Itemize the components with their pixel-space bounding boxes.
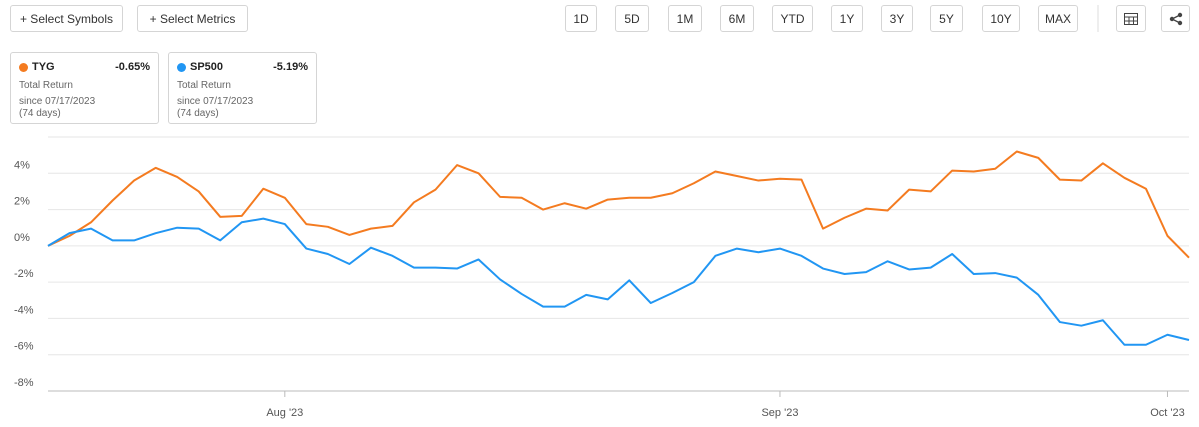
range-button[interactable]: 1Y	[831, 5, 863, 32]
range-button[interactable]: 3Y	[881, 5, 913, 32]
legend-swatch	[177, 63, 186, 72]
legend-name: TYG	[32, 61, 55, 73]
y-tick-label: -2%	[14, 268, 34, 280]
range-button[interactable]: 5Y	[930, 5, 963, 32]
range-button[interactable]: 1D	[565, 5, 597, 32]
range-button[interactable]: 10Y	[982, 5, 1020, 32]
legend-card[interactable]: SP500 -5.19% Total Return since 07/17/2023(…	[168, 52, 317, 124]
legend-metric: Total Return	[177, 80, 231, 91]
legend-metric: Total Return	[19, 80, 73, 91]
legend-card[interactable]: TYG -0.65% Total Return since 07/17/2023 (74…	[10, 52, 159, 124]
x-tick-label: Sep '23	[761, 407, 798, 419]
legend-change: -5.19%	[273, 61, 308, 73]
share-button[interactable]	[1161, 5, 1190, 32]
select-button[interactable]: + Select Metrics	[137, 5, 248, 32]
y-tick-label: 0%	[14, 232, 30, 244]
x-tick-label: Oct '23	[1150, 407, 1185, 419]
share-icon	[1169, 12, 1182, 25]
range-button[interactable]: MAX	[1038, 5, 1078, 32]
legend-period: (74 days)	[19, 108, 61, 119]
legend-period: (74 days)	[177, 108, 219, 119]
legend-name: SP500	[190, 61, 224, 73]
y-tick-label: 2%	[14, 196, 30, 208]
legend-change: -0.65%	[115, 61, 150, 73]
range-button[interactable]: 1M	[668, 5, 702, 32]
range-button[interactable]: 5D	[615, 5, 649, 32]
y-tick-label: -4%	[14, 304, 34, 316]
range-button[interactable]: YTD	[772, 5, 813, 32]
y-tick-label: 4%	[14, 159, 30, 171]
legend-since: since 07/17/2023	[19, 96, 96, 107]
table-button[interactable]	[1116, 5, 1146, 32]
y-tick-label: -6%	[14, 341, 34, 353]
series-line	[47, 150, 1190, 259]
table-icon	[1124, 12, 1138, 25]
series-line	[47, 217, 1190, 346]
y-tick-label: -8%	[14, 377, 34, 389]
x-tick-label: Aug '23	[266, 407, 303, 419]
range-button[interactable]: 6M	[720, 5, 754, 32]
select-button[interactable]: + Select Symbols	[10, 5, 123, 32]
legend-since: since 07/17/2023	[177, 96, 254, 107]
legend-swatch	[19, 63, 28, 72]
